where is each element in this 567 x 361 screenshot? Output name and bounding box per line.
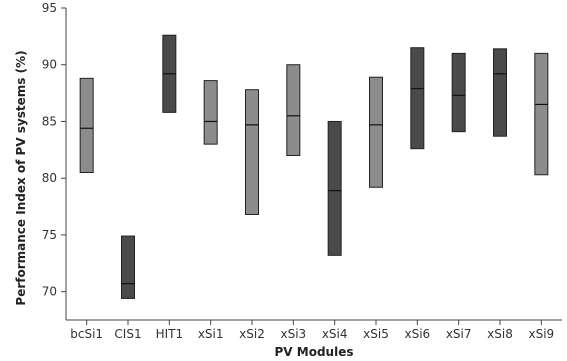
box-range — [327, 120, 342, 256]
box-hit1 — [162, 34, 177, 113]
box-bcsi1 — [79, 77, 94, 174]
y-tick-label: 80 — [42, 171, 57, 185]
box-range — [121, 235, 135, 299]
x-tick-label-xsi7: xSi7 — [446, 327, 472, 341]
box-range — [534, 52, 549, 176]
x-tick-label-xsi8: xSi8 — [487, 327, 513, 341]
y-ticks: 70 75 80 85 90 95 — [42, 1, 66, 299]
x-tick-label-cis1: CIS1 — [114, 327, 141, 341]
x-axis: bcSi1 CIS1 HIT1 xSi1 xSi2 xSi3 xSi4 xSi5 xSi6 xSi… — [66, 319, 562, 359]
x-tick-label-xsi1: xSi1 — [198, 327, 224, 341]
y-axis: 70 75 80 85 90 95 Performance Index of PV sys… — [14, 1, 67, 320]
plot-area — [79, 34, 549, 299]
x-tick-label-xsi4: xSi4 — [322, 327, 348, 341]
box-cis1 — [121, 235, 135, 299]
y-axis-title: Performance Index of PV systems (%) — [14, 50, 28, 305]
x-tick-label-xsi3: xSi3 — [280, 327, 306, 341]
box-range — [286, 64, 301, 156]
box-range — [369, 76, 383, 188]
box-range — [79, 77, 94, 174]
y-tick-label: 90 — [42, 58, 57, 72]
box-range — [203, 80, 218, 145]
x-axis-title: PV Modules — [275, 345, 354, 359]
box-range — [451, 52, 466, 133]
y-tick-label: 95 — [42, 1, 57, 15]
y-tick-label: 75 — [42, 228, 57, 242]
box-xsi5 — [369, 76, 383, 188]
box-xsi3 — [286, 64, 301, 156]
box-xsi4 — [327, 120, 342, 256]
x-tick-label-bcsi1: bcSi1 — [70, 327, 103, 341]
box-xsi6 — [410, 47, 425, 150]
x-ticks: bcSi1 CIS1 HIT1 xSi1 xSi2 xSi3 xSi4 xSi5 xSi6 xSi… — [70, 320, 554, 341]
y-tick-label: 70 — [42, 285, 57, 299]
box-xsi8 — [493, 48, 507, 137]
box-range — [410, 47, 425, 150]
x-tick-label-xsi9: xSi9 — [528, 327, 554, 341]
box-xsi1 — [203, 80, 218, 145]
x-tick-label-hit1: HIT1 — [156, 327, 184, 341]
y-tick-label: 85 — [42, 114, 57, 128]
x-tick-label-xsi5: xSi5 — [363, 327, 389, 341]
box-xsi9 — [534, 52, 549, 176]
x-tick-label-xsi2: xSi2 — [239, 327, 265, 341]
box-range — [245, 89, 259, 215]
box-xsi7 — [451, 52, 466, 133]
x-tick-label-xsi6: xSi6 — [404, 327, 430, 341]
box-xsi2 — [245, 89, 259, 215]
box-range — [493, 48, 507, 137]
